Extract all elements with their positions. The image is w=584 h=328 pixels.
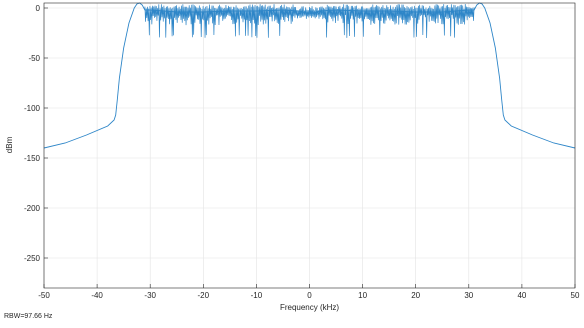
x-tick-label: -50 [38, 291, 50, 300]
x-axis-ticks: -50 -40 -30 -20 -10 0 10 20 30 40 50 [38, 284, 580, 300]
x-tick-label: -10 [251, 291, 263, 300]
y-tick-label: -50 [28, 54, 40, 63]
y-tick-label: -250 [24, 254, 41, 263]
passband-ripple-line [144, 4, 475, 38]
x-tick-label: 0 [307, 291, 312, 300]
x-tick-label: 30 [464, 291, 473, 300]
x-tick-label: 20 [411, 291, 420, 300]
plot-area-frame [43, 2, 576, 289]
y-axis-label: dBm [5, 136, 14, 153]
y-tick-label: -200 [24, 204, 41, 213]
x-tick-label: 40 [517, 291, 526, 300]
y-tick-label: -100 [24, 104, 41, 113]
y-tick-label: -150 [24, 154, 41, 163]
x-tick-label: 50 [571, 291, 580, 300]
x-tick-label: -40 [91, 291, 103, 300]
x-tick-label: -20 [198, 291, 210, 300]
x-axis-label: Frequency (kHz) [280, 303, 339, 312]
y-tick-label: 0 [36, 4, 41, 13]
spectrum-series-line [43, 2, 576, 149]
x-tick-label: 10 [358, 291, 367, 300]
x-tick-label: -30 [144, 291, 156, 300]
rbw-footnote: RBW=97.66 Hz [4, 313, 53, 320]
y-axis-ticks: 0 -50 -100 -150 -200 -250 [24, 4, 48, 263]
